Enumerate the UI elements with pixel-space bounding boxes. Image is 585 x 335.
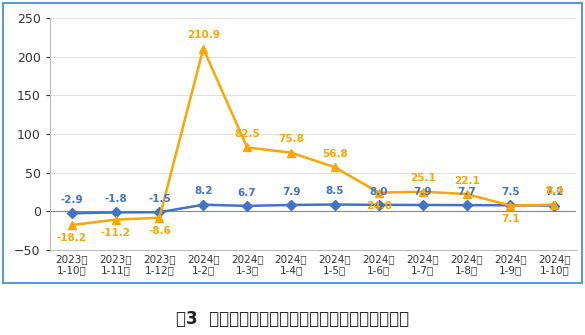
利润总额（%）: [507, 204, 514, 208]
Text: 24.0: 24.0: [366, 201, 392, 211]
营业收入（%）: [419, 203, 426, 207]
Text: -18.2: -18.2: [57, 233, 87, 244]
Text: 8.2: 8.2: [194, 186, 212, 196]
利润总额（%）: [112, 218, 119, 222]
利润总额（%）: [376, 191, 383, 195]
Text: 7.2: 7.2: [545, 187, 563, 197]
利润总额（%）: [331, 165, 338, 169]
Line: 营业收入（%）: 营业收入（%）: [68, 201, 558, 217]
营业收入（%）: [68, 211, 75, 215]
Text: -2.9: -2.9: [60, 195, 83, 205]
Line: 利润总额（%）: 利润总额（%）: [67, 44, 559, 229]
营业收入（%）: [507, 203, 514, 207]
Text: 56.8: 56.8: [322, 149, 348, 159]
Text: -8.6: -8.6: [148, 226, 171, 236]
Text: 8.4: 8.4: [545, 186, 563, 196]
Text: 75.8: 75.8: [278, 134, 304, 144]
利润总额（%）: [419, 190, 426, 194]
Text: 7.9: 7.9: [282, 187, 300, 197]
Text: 8.0: 8.0: [370, 187, 388, 197]
营业收入（%）: [376, 203, 383, 207]
Text: 7.1: 7.1: [501, 214, 519, 224]
Text: 图3  电子信息制造业营业收入、利润总额累计增速: 图3 电子信息制造业营业收入、利润总额累计增速: [176, 310, 409, 328]
利润总额（%）: [288, 151, 295, 155]
营业收入（%）: [331, 202, 338, 206]
利润总额（%）: [463, 192, 470, 196]
营业收入（%）: [112, 210, 119, 214]
利润总额（%）: [156, 216, 163, 220]
Text: 7.7: 7.7: [457, 187, 476, 197]
利润总额（%）: [243, 145, 250, 149]
Text: 7.5: 7.5: [501, 187, 519, 197]
利润总额（%）: [551, 203, 558, 207]
营业收入（%）: [243, 204, 250, 208]
Text: 8.5: 8.5: [326, 186, 344, 196]
营业收入（%）: [156, 210, 163, 214]
Text: -11.2: -11.2: [101, 228, 130, 238]
利润总额（%）: [68, 223, 75, 227]
利润总额（%）: [199, 47, 207, 51]
营业收入（%）: [463, 203, 470, 207]
Text: -1.8: -1.8: [104, 194, 127, 204]
Text: 210.9: 210.9: [187, 30, 220, 40]
Text: 82.5: 82.5: [234, 129, 260, 139]
Text: 7.9: 7.9: [414, 187, 432, 197]
营业收入（%）: [199, 203, 207, 207]
营业收入（%）: [288, 203, 295, 207]
Text: -1.5: -1.5: [148, 194, 171, 204]
Text: 6.7: 6.7: [238, 188, 256, 198]
Text: 25.1: 25.1: [410, 174, 436, 183]
Text: 22.1: 22.1: [453, 176, 480, 186]
营业收入（%）: [551, 203, 558, 207]
